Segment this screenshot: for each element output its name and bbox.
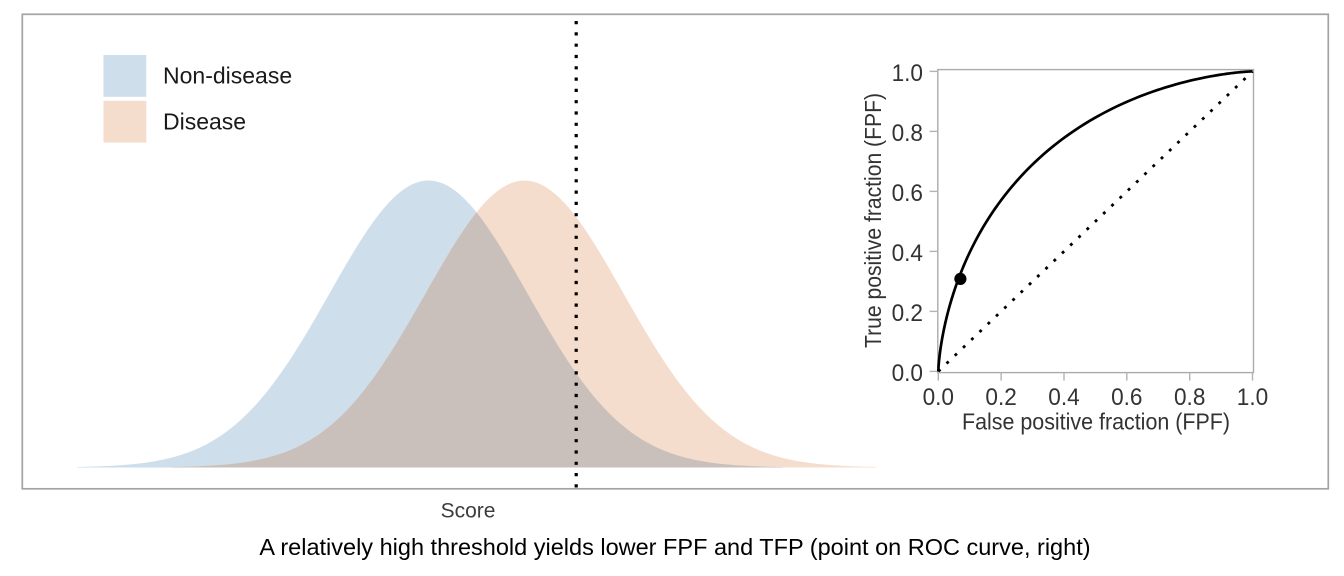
svg-text:0.4: 0.4 [892,240,923,267]
svg-text:False positive fraction (FPF): False positive fraction (FPF) [962,409,1230,435]
svg-text:0.8: 0.8 [892,120,923,147]
svg-text:0.2: 0.2 [985,384,1016,411]
svg-text:Score: Score [441,500,496,523]
svg-text:0.8: 0.8 [1174,384,1205,411]
svg-text:0.6: 0.6 [892,180,923,207]
svg-text:1.0: 1.0 [892,60,923,87]
svg-text:Non-disease: Non-disease [163,63,292,89]
svg-text:0.0: 0.0 [892,360,923,387]
svg-text:1.0: 1.0 [1237,384,1268,411]
svg-text:Disease: Disease [163,109,246,135]
svg-text:A relatively high threshold yi: A relatively high threshold yields lower… [259,534,1090,560]
svg-text:0.0: 0.0 [923,384,954,411]
svg-text:True positive fraction (FPF): True positive fraction (FPF) [860,93,886,348]
svg-text:0.4: 0.4 [1048,384,1079,411]
svg-text:0.6: 0.6 [1111,384,1142,411]
svg-text:0.2: 0.2 [892,300,923,327]
